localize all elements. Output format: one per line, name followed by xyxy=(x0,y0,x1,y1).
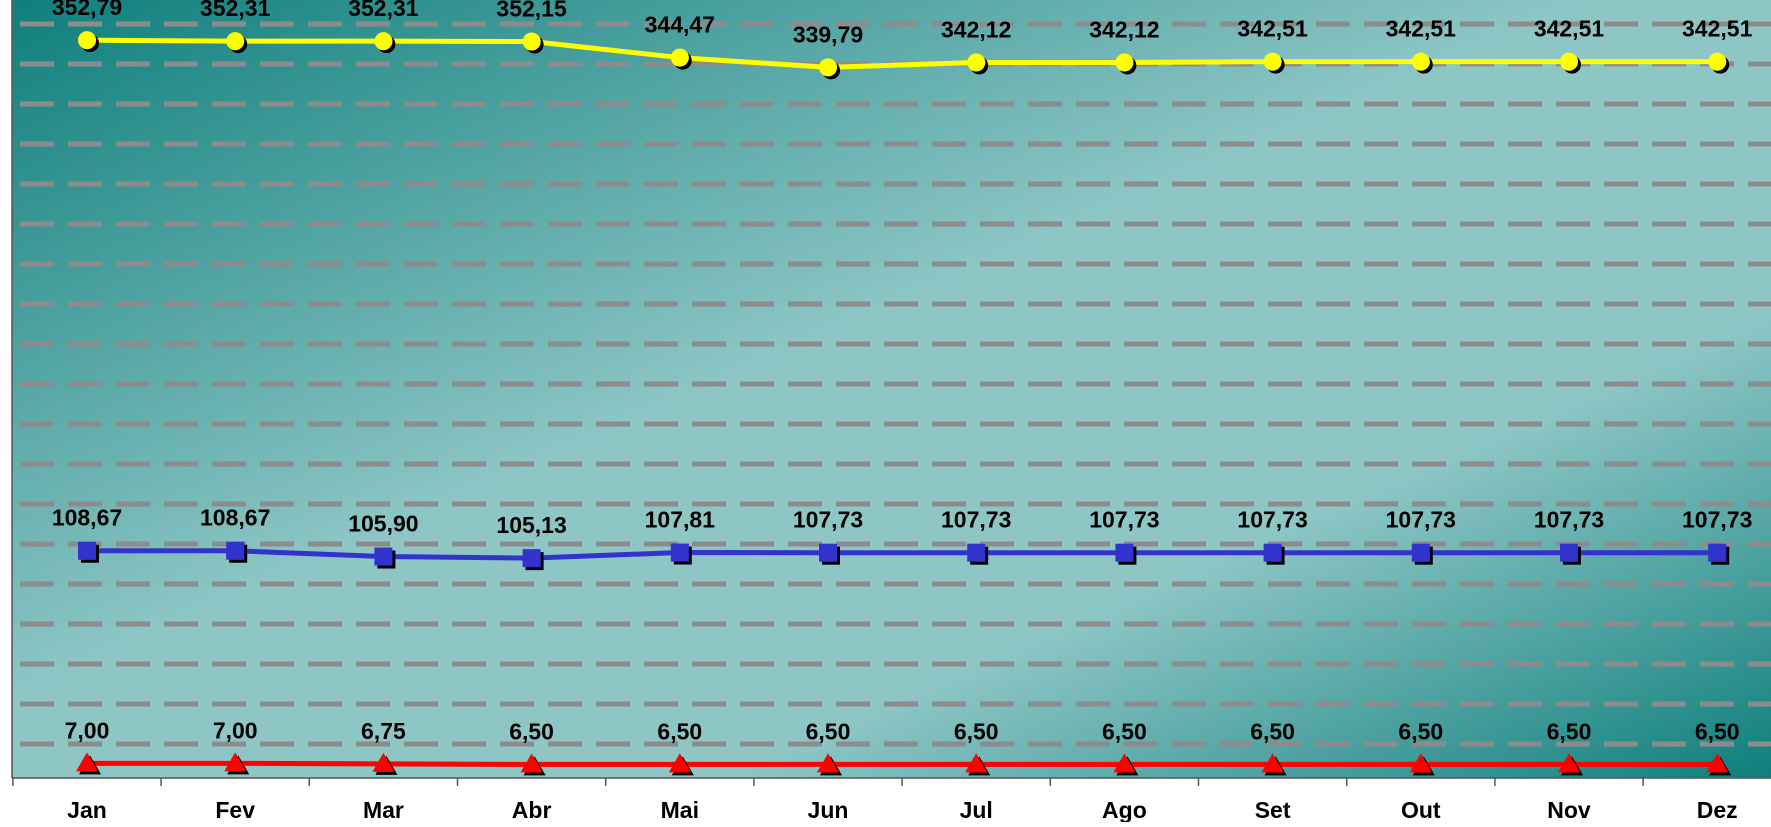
data-point-yellow xyxy=(819,58,837,77)
data-point-yellow xyxy=(1263,52,1282,71)
data-label-red: 6,75 xyxy=(361,718,406,744)
data-point-yellow xyxy=(226,32,245,51)
data-label-red: 6,50 xyxy=(509,718,554,744)
data-label-blue: 105,90 xyxy=(348,511,418,537)
data-point-red xyxy=(965,753,988,773)
x-tick-label: Jul xyxy=(960,797,993,822)
data-label-yellow: 342,51 xyxy=(1386,16,1457,42)
data-label-red: 7,00 xyxy=(213,717,258,743)
data-point-blue xyxy=(1708,543,1727,562)
data-point-yellow xyxy=(967,53,986,72)
data-point-blue xyxy=(967,543,986,562)
data-point-yellow xyxy=(670,48,689,67)
data-point-red xyxy=(224,752,247,772)
data-point-red xyxy=(1706,753,1729,773)
data-point-red xyxy=(372,752,395,772)
data-point-blue xyxy=(1263,543,1282,562)
x-tick-label: Set xyxy=(1255,797,1291,822)
data-label-blue: 108,67 xyxy=(52,505,122,531)
data-label-red: 6,50 xyxy=(1695,718,1740,744)
data-label-red: 7,00 xyxy=(65,717,110,743)
data-point-blue xyxy=(1115,543,1134,562)
data-point-blue xyxy=(522,549,541,568)
data-point-yellow xyxy=(1115,53,1134,72)
data-point-yellow xyxy=(374,32,393,51)
data-label-yellow: 352,15 xyxy=(496,0,567,22)
data-point-red xyxy=(520,753,543,773)
data-label-blue: 107,73 xyxy=(941,507,1011,533)
series-yellow xyxy=(78,31,1727,77)
series-blue xyxy=(78,541,1727,568)
data-label-yellow: 339,79 xyxy=(793,21,863,47)
data-labels: 352,79 352,31 352,31 352,15 344,47 339,79 342,… xyxy=(52,0,1753,744)
data-point-blue xyxy=(1560,543,1578,562)
data-point-yellow xyxy=(1560,52,1578,71)
data-label-yellow: 342,12 xyxy=(941,16,1011,42)
data-label-red: 6,50 xyxy=(657,718,702,744)
data-label-yellow: 342,12 xyxy=(1089,16,1159,42)
data-label-blue: 107,73 xyxy=(793,507,863,533)
data-point-blue xyxy=(374,547,393,566)
data-point-blue xyxy=(819,543,837,562)
series-red xyxy=(76,752,1729,773)
data-label-yellow: 352,31 xyxy=(200,0,271,21)
data-point-blue xyxy=(670,543,689,562)
data-label-yellow: 344,47 xyxy=(645,12,715,38)
data-point-red xyxy=(1409,753,1432,773)
data-point-red xyxy=(1113,753,1136,773)
data-point-red xyxy=(1261,753,1284,773)
series-line-blue xyxy=(87,548,1718,561)
data-point-blue xyxy=(78,541,96,560)
x-tick-label: Nov xyxy=(1547,797,1591,822)
data-point-yellow xyxy=(1708,52,1727,71)
x-tick-label: Mai xyxy=(661,797,699,822)
data-point-yellow xyxy=(1411,52,1430,71)
data-label-yellow: 352,79 xyxy=(52,0,122,20)
data-label-blue: 105,13 xyxy=(496,512,566,538)
x-axis: Jan Fev Mar Abr Mai Jun Jul Ago Set Out Nov Dez xyxy=(11,0,1771,823)
data-label-yellow: 342,51 xyxy=(1534,16,1605,42)
x-tick-label: Dez xyxy=(1697,797,1738,822)
data-label-red: 6,50 xyxy=(1250,718,1295,744)
data-point-red xyxy=(817,753,839,773)
x-tick-label: Jan xyxy=(67,797,107,822)
series-line-red xyxy=(87,760,1718,767)
data-label-blue: 107,73 xyxy=(1534,507,1604,533)
data-point-blue xyxy=(226,541,245,560)
x-tick-label: Out xyxy=(1401,797,1441,822)
series-line-yellow xyxy=(86,37,1718,70)
data-label-blue: 107,73 xyxy=(1386,507,1456,533)
data-label-red: 6,50 xyxy=(954,718,999,744)
series-group xyxy=(76,31,1729,773)
data-label-yellow: 342,51 xyxy=(1237,16,1308,42)
gridlines xyxy=(20,21,1771,747)
data-point-red xyxy=(668,753,691,773)
data-point-red xyxy=(76,752,98,772)
data-label-red: 6,50 xyxy=(1398,718,1443,744)
x-tick-label: Fev xyxy=(215,797,255,822)
data-point-yellow xyxy=(78,31,96,50)
data-label-blue: 107,73 xyxy=(1237,507,1307,533)
data-label-red: 6,50 xyxy=(1547,718,1592,744)
data-point-red xyxy=(1558,753,1580,773)
x-tick-label: Mar xyxy=(363,797,404,822)
x-tick-label: Abr xyxy=(512,797,552,822)
data-label-blue: 107,73 xyxy=(1682,507,1752,533)
data-label-blue: 108,67 xyxy=(200,505,270,531)
data-label-red: 6,50 xyxy=(806,718,851,744)
data-label-red: 6,50 xyxy=(1102,718,1147,744)
data-label-blue: 107,73 xyxy=(1089,507,1159,533)
x-tick-label: Ago xyxy=(1102,797,1147,822)
data-point-blue xyxy=(1411,543,1430,562)
plot-area-background xyxy=(12,0,1771,778)
data-label-blue: 107,81 xyxy=(645,507,716,533)
data-point-yellow xyxy=(522,32,541,51)
data-label-yellow: 352,31 xyxy=(348,0,419,21)
data-label-yellow: 342,51 xyxy=(1682,16,1753,42)
x-tick-label: Jun xyxy=(808,797,849,822)
